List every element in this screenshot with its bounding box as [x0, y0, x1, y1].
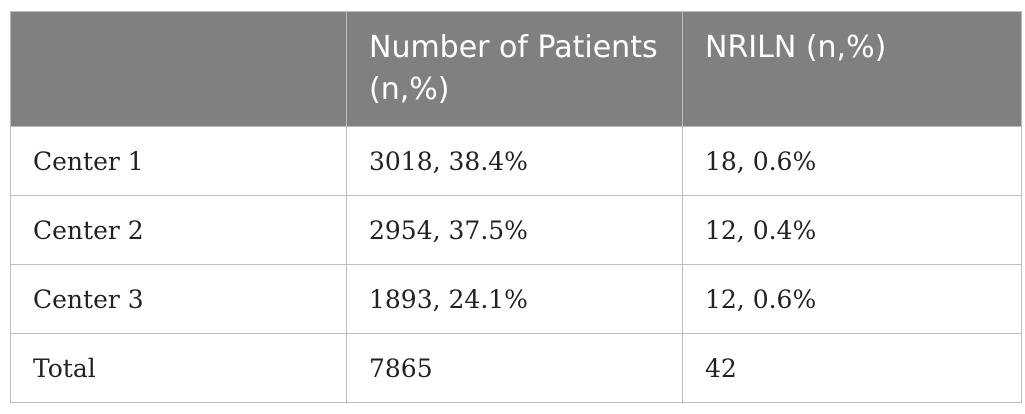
number-of-patients-cell: 7865: [346, 333, 683, 403]
table-row: Center 1 3018, 38.4% 18, 0.6%: [10, 126, 1022, 196]
header-row: Number of Patients (n,%) NRILN (n,%): [10, 11, 1022, 127]
row-label: Center 2: [10, 195, 347, 265]
header-cell-number-of-patients: Number of Patients (n,%): [346, 11, 683, 127]
row-label: Center 1: [10, 126, 347, 196]
nriln-cell: 18, 0.6%: [682, 126, 1022, 196]
nriln-cell: 12, 0.4%: [682, 195, 1022, 265]
table-row-total: Total 7865 42: [10, 333, 1022, 403]
number-of-patients-cell: 2954, 37.5%: [346, 195, 683, 265]
table-row: Center 3 1893, 24.1% 12, 0.6%: [10, 264, 1022, 334]
number-of-patients-cell: 1893, 24.1%: [346, 264, 683, 334]
number-of-patients-cell: 3018, 38.4%: [346, 126, 683, 196]
header-cell-nriln: NRILN (n,%): [682, 11, 1022, 127]
header-cell-blank: [10, 11, 347, 127]
nriln-cell: 12, 0.6%: [682, 264, 1022, 334]
nriln-cell: 42: [682, 333, 1022, 403]
table-body: Center 1 3018, 38.4% 18, 0.6% Center 2 2…: [10, 126, 1022, 403]
data-table: Number of Patients (n,%) NRILN (n,%) Cen…: [10, 11, 1022, 403]
row-label: Total: [10, 333, 347, 403]
table-header: Number of Patients (n,%) NRILN (n,%): [10, 11, 1022, 127]
table-row: Center 2 2954, 37.5% 12, 0.4%: [10, 195, 1022, 265]
data-table-container: Number of Patients (n,%) NRILN (n,%) Cen…: [10, 11, 1022, 403]
row-label: Center 3: [10, 264, 347, 334]
